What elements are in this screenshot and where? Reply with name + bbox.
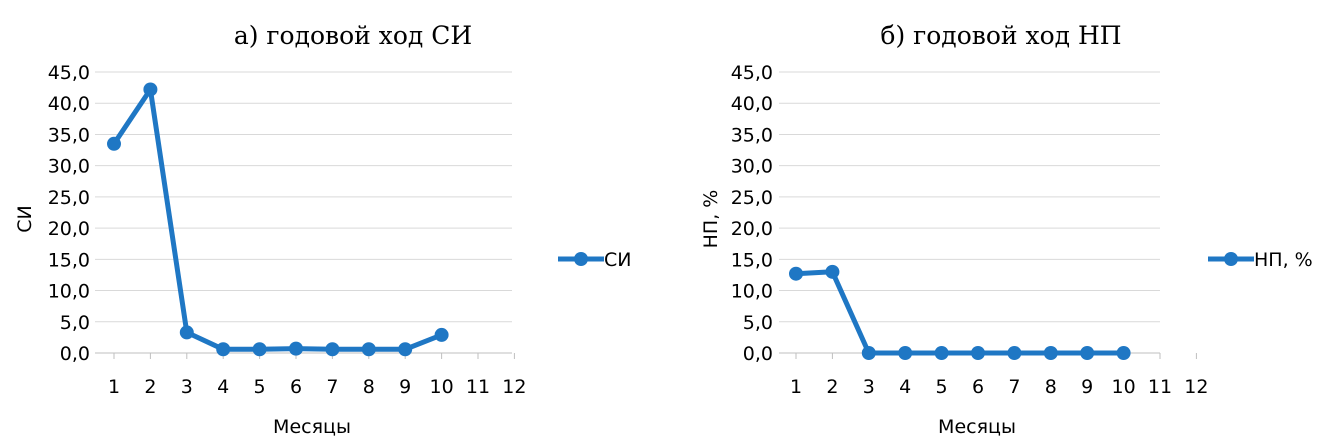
x-tick-label: 9 (1081, 376, 1093, 398)
series-line-group (789, 264, 1131, 360)
data-point (789, 266, 803, 281)
legend-point-marker (1224, 252, 1238, 266)
y-tick-label: 45,0 (48, 62, 90, 84)
data-point (216, 342, 231, 357)
x-tick-label: 3 (181, 376, 193, 398)
y-tick-label: 25,0 (731, 187, 773, 209)
x-tick-label: 1 (108, 376, 120, 398)
y-tick-label: 25,0 (48, 187, 90, 209)
data-point (107, 136, 121, 151)
data-point (1116, 346, 1131, 360)
x-tick-labels: 1 2 3 4 5 6 7 8 9 10 11 12 (790, 376, 1209, 398)
y-axis-label: СИ (14, 205, 36, 232)
x-tick-label: 8 (1045, 376, 1057, 398)
data-point (1007, 346, 1022, 360)
data-point (934, 346, 949, 360)
data-point (179, 325, 194, 340)
legend-label: СИ (604, 249, 631, 271)
x-tick-label: 8 (363, 376, 375, 398)
x-tick-label: 12 (1184, 376, 1208, 398)
gridlines (95, 71, 515, 359)
y-tick-label: 30,0 (731, 156, 773, 178)
y-tick-label: 20,0 (731, 218, 773, 240)
y-tick-label: 40,0 (731, 93, 773, 115)
chart-title: а) годовой ход СИ (234, 21, 472, 50)
series-line (111, 87, 443, 352)
y-tick-label: 40,0 (48, 93, 90, 115)
data-point (252, 342, 267, 357)
x-tick-label: 11 (466, 376, 490, 398)
data-point (898, 346, 913, 360)
legend-point-marker (574, 252, 588, 266)
x-tick-label: 12 (502, 376, 526, 398)
y-tick-label: 30,0 (48, 156, 90, 178)
data-point (289, 341, 303, 356)
data-point (143, 82, 158, 97)
x-tick-label: 10 (1112, 376, 1136, 398)
y-tick-label: 10,0 (731, 281, 773, 303)
y-tick-label: 0,0 (743, 343, 773, 365)
data-point (1043, 346, 1058, 360)
y-tick-label: 15,0 (48, 249, 90, 271)
chart-np: б) годовой ход НП 0,0 5,0 10,0 15,0 20,0 25,0… (700, 21, 1313, 438)
data-point (971, 346, 985, 360)
legend-label: НП, % (1254, 249, 1313, 271)
y-tick-label: 5,0 (60, 312, 90, 334)
data-point (1080, 346, 1095, 360)
x-tick-label: 6 (290, 376, 302, 398)
y-tick-label: 0,0 (60, 343, 90, 365)
y-tick-label: 35,0 (731, 124, 773, 146)
data-point (325, 342, 340, 357)
x-tick-label: 3 (863, 376, 875, 398)
x-tick-label: 6 (972, 376, 984, 398)
x-tick-label: 7 (1008, 376, 1020, 398)
x-tick-label: 4 (899, 376, 911, 398)
y-tick-label: 20,0 (48, 218, 90, 240)
y-tick-label: 10,0 (48, 281, 90, 303)
x-tick-label: 4 (217, 376, 229, 398)
x-tick-label: 11 (1148, 376, 1172, 398)
y-tick-label: 35,0 (48, 124, 90, 146)
data-point (361, 342, 376, 357)
data-point (398, 342, 413, 357)
gridlines (779, 71, 1197, 359)
y-axis-label: НП, % (700, 190, 722, 249)
series-line-group (107, 82, 449, 357)
data-point (861, 346, 876, 360)
x-tick-label: 2 (144, 376, 156, 398)
data-point (825, 264, 840, 279)
chart-si: а) годовой ход СИ 0,0 5,0 10,0 15,0 20,0 25,0… (14, 21, 631, 438)
x-axis-label: Месяцы (273, 416, 351, 438)
x-tick-label: 1 (790, 376, 802, 398)
x-tick-label: 9 (399, 376, 411, 398)
x-tick-label: 5 (254, 376, 266, 398)
legend: СИ (558, 249, 631, 271)
chart-title: б) годовой ход НП (880, 21, 1121, 50)
x-tick-label: 2 (826, 376, 838, 398)
y-tick-label: 45,0 (731, 62, 773, 84)
data-point (434, 327, 449, 342)
x-tick-label: 10 (430, 376, 454, 398)
y-tick-labels: 0,0 5,0 10,0 15,0 20,0 25,0 30,0 35,0 40,0 45,0 (48, 62, 90, 365)
series-line (795, 269, 1124, 356)
legend: НП, % (1208, 249, 1313, 271)
x-tick-label: 7 (326, 376, 338, 398)
x-axis-label: Месяцы (938, 416, 1016, 438)
y-tick-label: 15,0 (731, 249, 773, 271)
x-tick-label: 5 (936, 376, 948, 398)
x-tick-labels: 1 2 3 4 5 6 7 8 9 10 11 12 (108, 376, 527, 398)
y-tick-labels: 0,0 5,0 10,0 15,0 20,0 25,0 30,0 35,0 40,0 45,0 (731, 62, 773, 365)
y-tick-label: 5,0 (743, 312, 773, 334)
